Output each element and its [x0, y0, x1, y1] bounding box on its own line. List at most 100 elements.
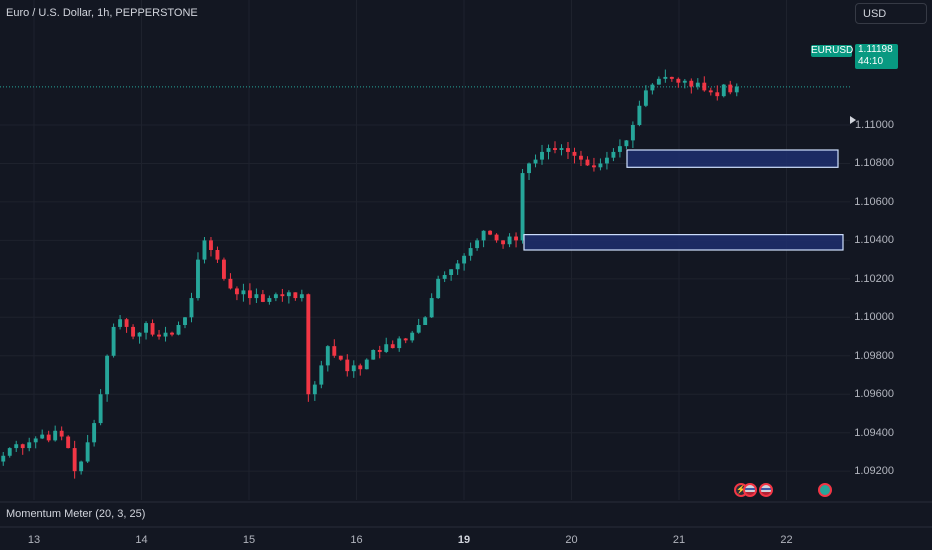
candle-body — [592, 165, 596, 168]
candle-body — [637, 105, 642, 125]
candle-body — [299, 294, 304, 299]
candle-body — [403, 338, 408, 341]
lower-zone — [523, 234, 844, 251]
candle-body — [669, 76, 674, 79]
candle-body — [501, 240, 506, 245]
date-label: 20 — [565, 534, 578, 546]
candle-body — [553, 148, 557, 150]
symbol-tag: EURUSD — [811, 45, 854, 57]
indicator-name[interactable]: Momentum Meter (20, 3, 25) — [6, 508, 146, 520]
price-label: 1.10600 — [854, 195, 894, 208]
candle-body — [624, 140, 629, 147]
candle-body — [540, 151, 544, 160]
candle-body — [410, 332, 415, 341]
candle-body — [617, 146, 622, 152]
date-label: 22 — [780, 534, 793, 546]
candle-body — [7, 448, 12, 456]
candle-body — [702, 82, 707, 91]
symbol-title: Euro / U.S. Dollar, 1h, PEPPERSTONE — [6, 7, 198, 19]
candle-body — [118, 319, 123, 327]
us-flag-icon[interactable] — [759, 483, 773, 497]
candle-body — [144, 323, 148, 333]
candle-body — [53, 430, 58, 441]
candle-body — [124, 319, 129, 327]
candle-body — [364, 359, 369, 370]
candle-body — [416, 325, 421, 333]
candle-body — [494, 234, 499, 241]
candle-body — [721, 84, 726, 97]
candle-body — [643, 90, 648, 106]
price-label: 1.10400 — [854, 234, 894, 247]
candle-body — [384, 344, 389, 352]
candle-body — [468, 248, 473, 256]
candle-body — [708, 90, 713, 93]
candle-body — [481, 230, 486, 241]
date-label: 15 — [242, 534, 256, 546]
candle-body — [429, 298, 434, 318]
date-label: 16 — [350, 534, 363, 546]
candle-body — [66, 436, 71, 449]
candle-body — [33, 438, 38, 443]
candle-body — [215, 250, 220, 260]
candle-body — [585, 159, 590, 166]
price-label: 1.10800 — [854, 157, 894, 170]
globe-icon[interactable] — [818, 483, 832, 497]
candle-body — [689, 80, 694, 87]
candle-body — [98, 394, 103, 424]
candle-body — [579, 155, 583, 160]
candle-body — [455, 263, 460, 270]
candle-body — [1, 455, 6, 462]
candle-body — [650, 84, 655, 91]
candle-body — [170, 332, 174, 335]
date-label: 13 — [27, 534, 41, 546]
candle-body — [604, 157, 609, 164]
candle-body — [319, 365, 324, 385]
candle-body — [566, 148, 570, 152]
price-label: 1.09600 — [854, 388, 894, 401]
date-label: 14 — [135, 534, 148, 546]
candle-body — [176, 325, 181, 335]
candle-body — [312, 384, 317, 395]
candle-body — [345, 359, 350, 372]
candle-body — [105, 355, 110, 395]
upper-zone — [626, 149, 839, 168]
candle-body — [189, 298, 194, 318]
price-label: 1.11000 — [855, 119, 894, 131]
candle-body — [423, 317, 428, 325]
zones[interactable] — [523, 149, 844, 251]
candle-body — [332, 346, 337, 356]
candle-body — [286, 292, 291, 297]
candle-body — [241, 290, 246, 295]
candle-body — [46, 434, 51, 441]
candle-body — [85, 442, 90, 462]
price-label: 1.09200 — [854, 465, 894, 478]
candle-body — [358, 365, 363, 370]
candle-body — [598, 163, 603, 168]
currency-button[interactable]: USD — [855, 3, 927, 24]
candle-body — [234, 288, 239, 295]
candle-body — [514, 236, 518, 241]
price-label: 1.10000 — [854, 311, 894, 324]
candle-body — [475, 240, 480, 249]
candle-body — [150, 323, 155, 335]
candle-body — [157, 334, 161, 337]
candle-body — [228, 278, 233, 289]
candle-body — [695, 82, 700, 87]
candle-body — [390, 344, 395, 349]
candle-body — [377, 350, 382, 352]
date-label: 19 — [457, 534, 471, 546]
candle-body — [682, 80, 687, 83]
candle-body — [273, 294, 278, 299]
play-triangle-icon[interactable] — [850, 116, 856, 124]
candle-body — [656, 78, 661, 85]
candle-body — [325, 346, 330, 366]
us-flag-icon[interactable] — [743, 483, 757, 497]
candle-body — [254, 294, 259, 299]
candle-body — [196, 259, 200, 299]
candle-body — [14, 444, 19, 449]
candle-body — [79, 461, 84, 472]
candle-body — [293, 292, 298, 299]
candle-body — [715, 92, 720, 97]
candle-body — [59, 430, 64, 437]
